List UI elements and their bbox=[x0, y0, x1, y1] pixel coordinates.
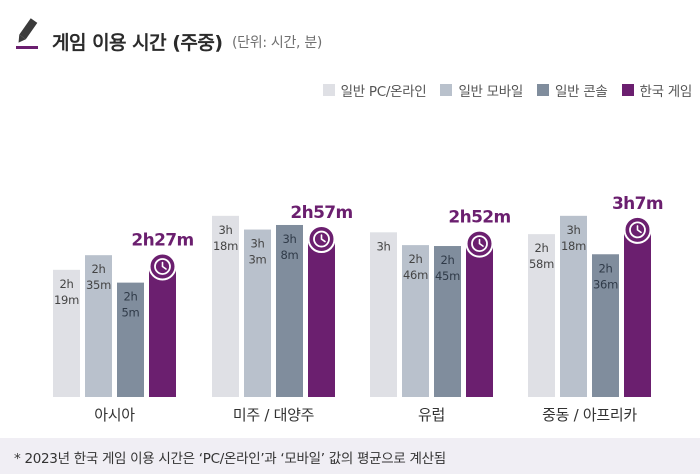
bar-console bbox=[276, 224, 303, 397]
bar-mobile bbox=[85, 255, 112, 397]
bar-console bbox=[117, 282, 144, 397]
legend-swatch-korea-game bbox=[621, 84, 634, 96]
bar-value-label: 3h bbox=[566, 223, 580, 237]
legend: 일반 PC/온라인 일반 모바일 일반 콘솔 한국 게임 bbox=[322, 80, 693, 100]
clock-icon-face bbox=[154, 258, 171, 275]
bar-value-label-korea-game: 2h52m bbox=[448, 208, 510, 228]
bar-mobile bbox=[560, 215, 587, 397]
category-label: 유럽 bbox=[418, 406, 445, 424]
bar-korea-game bbox=[466, 239, 493, 397]
bar-value-label: 19m bbox=[54, 293, 79, 307]
legend-label-korea-game: 한국 게임 bbox=[639, 84, 693, 100]
chart-title: 게임 이용 시간 (주중) bbox=[52, 32, 223, 54]
legend-label-mobile: 일반 모바일 bbox=[458, 84, 524, 100]
legend-swatch-pc-online bbox=[322, 84, 335, 96]
legend-swatch-mobile bbox=[440, 84, 453, 96]
legend-item-pc-online: 일반 PC/온라인 bbox=[322, 80, 427, 100]
bar-value-label-korea-game: 2h57m bbox=[290, 203, 352, 223]
bar-pc-online bbox=[53, 269, 80, 397]
footnote-bar: * 2023년 한국 게임 이용 시간은 ‘PC/온라인’과 ‘모바일’ 값의 … bbox=[0, 438, 700, 474]
bar-value-label: 18m bbox=[561, 239, 586, 253]
bar-value-label: 18m bbox=[213, 239, 238, 253]
category-label: 아시아 bbox=[94, 406, 135, 424]
bar-value-label: 8m bbox=[281, 248, 299, 262]
clock-icon-hands bbox=[636, 225, 642, 234]
bar-korea-game bbox=[624, 225, 651, 397]
bar-value-label: 35m bbox=[86, 278, 111, 292]
bar-value-label: 2h bbox=[59, 277, 73, 291]
legend-swatch-console bbox=[537, 84, 550, 96]
bar-mobile bbox=[402, 245, 429, 397]
bar-pc-online bbox=[212, 215, 239, 397]
bar-korea-game bbox=[308, 235, 335, 397]
bar-value-label: 3m bbox=[249, 253, 267, 267]
bar-value-label: 2h bbox=[534, 241, 548, 255]
bar-value-label: 2h bbox=[91, 262, 105, 276]
bar-value-label-korea-game: 2h27m bbox=[131, 230, 193, 250]
bar-chart: 2h 19m 2h 35m 2h 5m 2h27m 아시아 3h 18m 3h 3m 3h 8m 2h57m… bbox=[53, 194, 664, 424]
bar-value-label: 36m bbox=[593, 277, 618, 291]
bar-mobile bbox=[244, 229, 271, 397]
clock-icon-hands bbox=[320, 234, 326, 243]
bar-value-label: 46m bbox=[403, 268, 428, 282]
clock-icon-hands bbox=[161, 261, 167, 270]
bar-value-label: 3h bbox=[282, 232, 296, 246]
category-label: 중동 / 아프리카 bbox=[542, 406, 637, 424]
clock-icon-face bbox=[313, 230, 330, 248]
bar-pc-online bbox=[528, 234, 555, 397]
bar-value-label: 3h bbox=[376, 239, 390, 253]
bar-value-label: 45m bbox=[435, 269, 460, 283]
legend-label-pc-online: 일반 PC/온라인 bbox=[340, 84, 427, 100]
chart-subtitle: (단위: 시간, 분) bbox=[232, 35, 323, 51]
bar-value-label: 3h bbox=[218, 223, 232, 237]
legend-item-korea-game: 한국 게임 bbox=[621, 80, 693, 100]
bar-value-label-korea-game: 3h7m bbox=[612, 194, 663, 214]
legend-label-console: 일반 콘솔 bbox=[555, 84, 608, 100]
bar-value-label: 2h bbox=[440, 253, 454, 267]
bar-console bbox=[434, 246, 461, 397]
footnote: * 2023년 한국 게임 이용 시간은 ‘PC/온라인’과 ‘모바일’ 값의 … bbox=[14, 451, 446, 467]
bar-value-label: 2h bbox=[123, 290, 137, 304]
pencil-icon bbox=[16, 18, 38, 49]
bar-pc-online bbox=[370, 232, 397, 397]
bar-value-label: 5m bbox=[122, 306, 140, 320]
clock-icon-face bbox=[471, 235, 488, 253]
legend-item-console: 일반 콘솔 bbox=[537, 80, 608, 100]
chart-header: 게임 이용 시간 (주중) (단위: 시간, 분) bbox=[14, 16, 654, 56]
legend-item-mobile: 일반 모바일 bbox=[440, 80, 523, 100]
bar-value-label: 2h bbox=[598, 261, 612, 275]
bar-value-label: 3h bbox=[250, 237, 264, 251]
category-label: 미주 / 대양주 bbox=[233, 406, 314, 424]
bar-value-label: 58m bbox=[529, 257, 554, 271]
bar-value-label: 2h bbox=[408, 252, 422, 266]
bar-korea-game bbox=[149, 262, 176, 397]
bar-console bbox=[592, 254, 619, 397]
clock-icon-hands bbox=[478, 238, 484, 247]
clock-icon-face bbox=[629, 221, 646, 239]
